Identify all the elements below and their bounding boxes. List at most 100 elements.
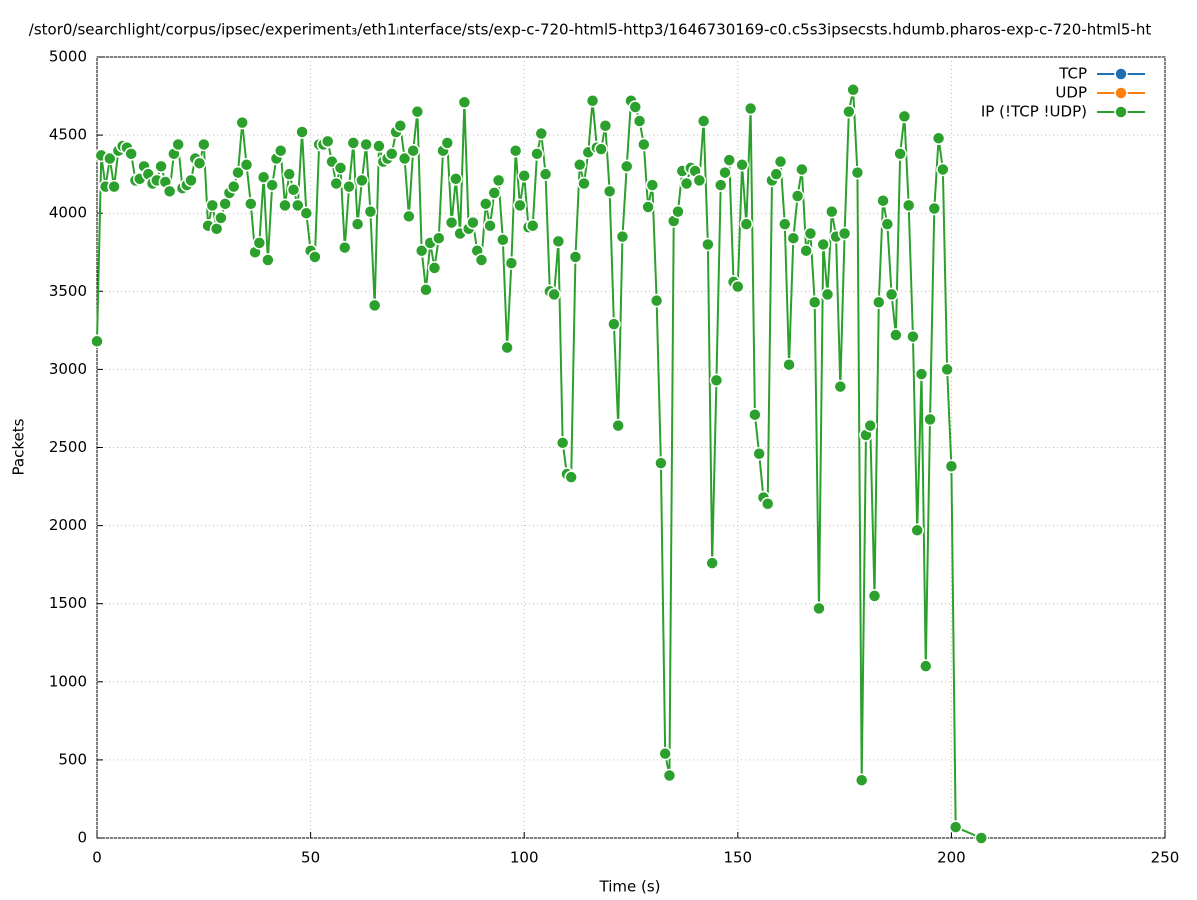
data-point	[790, 189, 805, 203]
data-point	[320, 134, 335, 149]
data-point	[372, 139, 386, 153]
data-point	[517, 168, 531, 183]
data-point	[534, 126, 549, 141]
data-point	[235, 115, 249, 130]
data-point	[906, 329, 920, 344]
x-tick-label: 200	[937, 849, 966, 867]
data-point	[333, 161, 348, 175]
data-point	[346, 136, 361, 150]
data-point	[743, 101, 758, 116]
data-point	[124, 147, 138, 161]
data-point	[538, 167, 553, 181]
data-point	[474, 253, 489, 267]
x-tick-label: 0	[92, 849, 102, 867]
data-point	[807, 295, 822, 309]
data-point	[812, 601, 826, 616]
data-point	[359, 137, 373, 152]
data-point	[692, 173, 707, 188]
data-point	[244, 197, 258, 211]
data-point	[547, 287, 561, 302]
data-point	[252, 236, 267, 250]
data-point	[837, 226, 852, 241]
data-point	[679, 176, 694, 191]
data-point	[739, 217, 754, 231]
data-point	[889, 328, 903, 342]
data-point	[355, 173, 369, 188]
data-point	[329, 176, 343, 191]
data-point	[338, 240, 352, 255]
data-point	[572, 158, 587, 172]
data-point	[226, 179, 241, 194]
data-point	[530, 147, 544, 161]
data-point	[457, 95, 472, 110]
data-point	[914, 367, 929, 381]
legend-marker	[1114, 86, 1128, 100]
data-point	[637, 137, 651, 152]
data-point	[825, 204, 839, 219]
data-point	[427, 261, 442, 275]
data-point	[931, 131, 946, 145]
y-tick-label: 500	[58, 750, 87, 768]
data-point	[769, 167, 783, 181]
data-point	[90, 334, 104, 349]
data-point	[214, 211, 228, 225]
data-point	[731, 279, 745, 294]
data-point	[508, 143, 523, 158]
data-point	[782, 357, 796, 372]
data-point	[402, 209, 416, 224]
data-point	[397, 151, 412, 166]
y-tick-label: 1500	[49, 594, 87, 612]
data-point	[197, 137, 211, 152]
data-point	[564, 470, 578, 484]
data-point	[444, 215, 459, 230]
data-point	[154, 159, 168, 174]
data-point	[504, 256, 519, 270]
data-point	[483, 218, 497, 233]
x-axis-label: Time (s)	[599, 878, 661, 896]
data-point	[846, 83, 860, 97]
data-point	[291, 198, 305, 213]
data-point	[718, 165, 732, 180]
data-point	[919, 659, 933, 673]
data-point	[449, 172, 463, 186]
y-tick-label: 3000	[49, 360, 87, 378]
data-point	[393, 118, 408, 133]
y-tick-label: 2500	[49, 438, 87, 456]
data-point	[884, 287, 899, 302]
data-point	[282, 167, 296, 181]
y-tick-label: 4000	[49, 204, 87, 222]
data-point	[948, 820, 963, 834]
data-point	[286, 183, 301, 197]
data-point	[615, 229, 630, 244]
x-tick-label: 100	[510, 849, 539, 867]
data-point	[641, 200, 655, 214]
data-point	[299, 206, 314, 220]
data-point	[654, 456, 668, 470]
data-point	[342, 179, 356, 194]
x-tick-label: 250	[1151, 849, 1180, 867]
data-point	[500, 340, 514, 355]
data-point	[525, 218, 540, 233]
data-point	[103, 151, 117, 166]
x-tick-label: 50	[301, 849, 320, 867]
data-point	[778, 217, 792, 231]
data-point	[231, 165, 245, 180]
data-point	[940, 362, 954, 377]
data-point	[410, 104, 425, 119]
data-point	[658, 746, 672, 761]
data-point	[752, 446, 766, 461]
data-point	[598, 118, 613, 133]
y-tick-label: 0	[77, 829, 87, 847]
data-point	[901, 198, 916, 213]
legend-marker	[1114, 105, 1128, 119]
data-point	[709, 373, 724, 388]
chart-title: /stor0/searchlight/corpus/ipsec/experime…	[29, 21, 1152, 39]
data-point	[632, 114, 647, 128]
data-point	[833, 379, 848, 394]
y-tick-label: 4500	[49, 126, 87, 144]
data-point	[880, 217, 895, 231]
data-point	[820, 287, 835, 302]
data-point	[256, 170, 271, 185]
data-point	[496, 233, 510, 247]
